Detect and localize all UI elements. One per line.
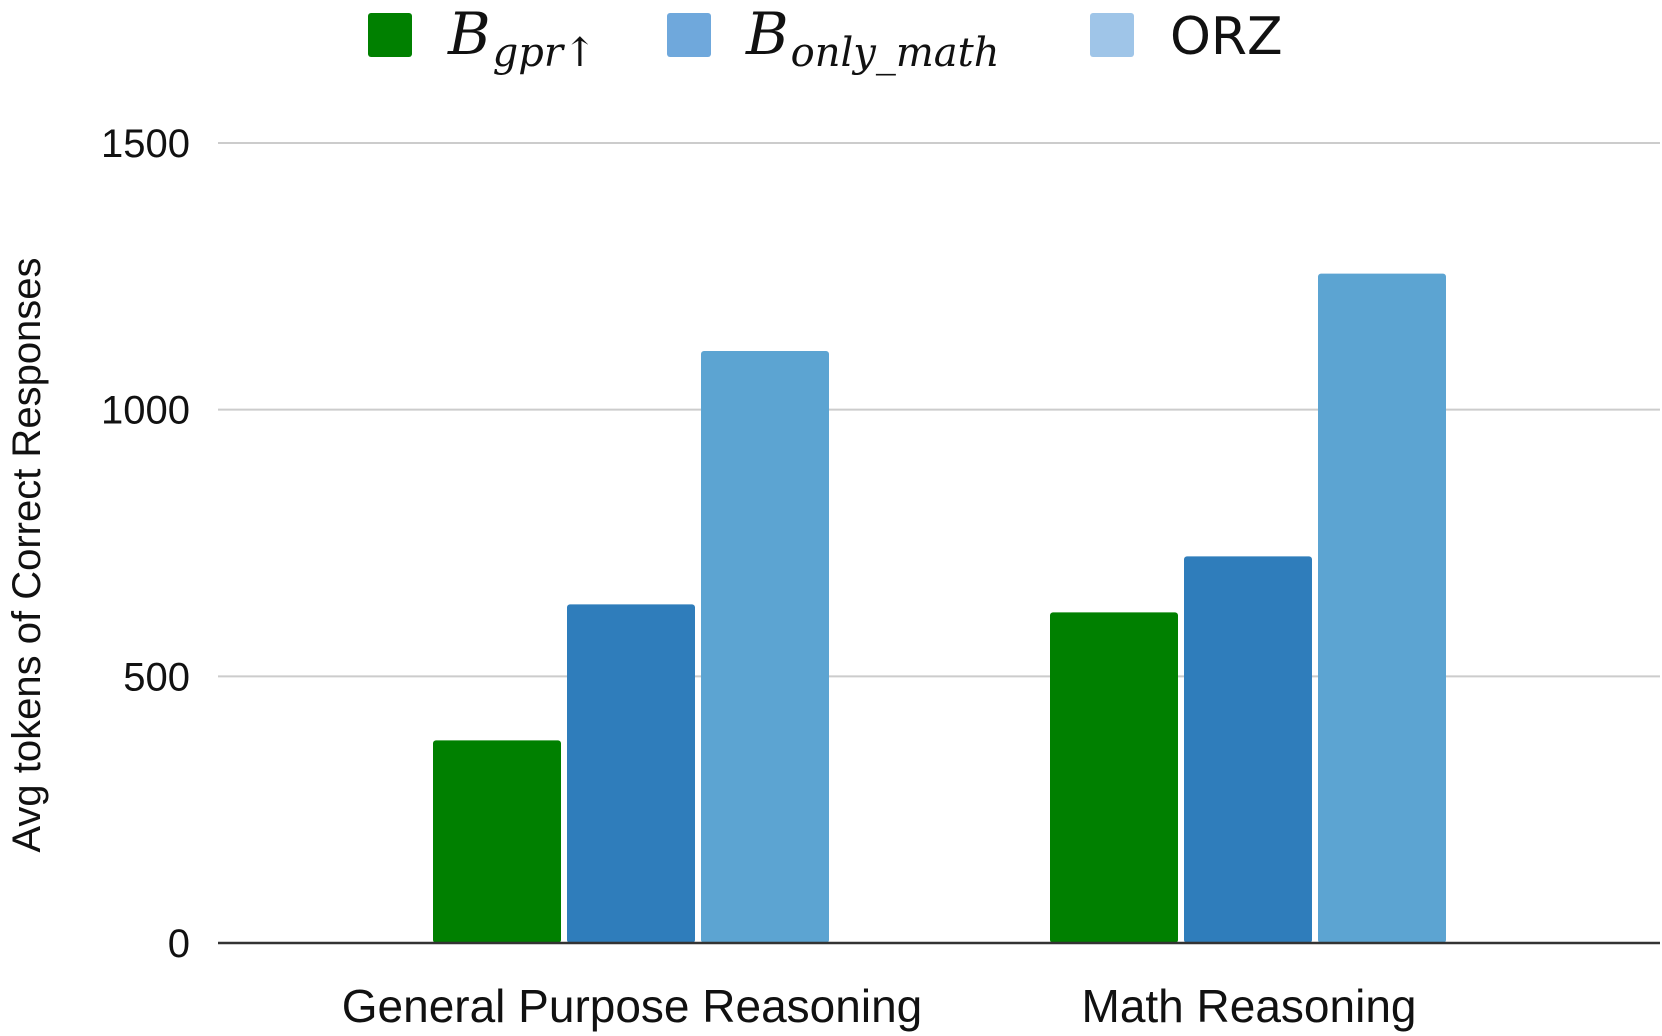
x-category-label: Math Reasoning: [1082, 980, 1417, 1032]
legend-label-subscript: only_math: [791, 30, 1000, 76]
bar: [1050, 612, 1178, 943]
legend-label: ORZ: [1170, 7, 1283, 67]
legend-label-base: B: [447, 0, 491, 68]
bar: [701, 351, 829, 943]
y-axis-ticks: 0 500 1000 1500: [101, 122, 190, 966]
bar: [1184, 556, 1312, 943]
y-tick-label: 0: [168, 922, 190, 966]
legend: Bgpr↑ Bonly_math ORZ: [368, 0, 1283, 76]
legend-label: Bgpr↑: [447, 0, 596, 76]
bar: [1318, 273, 1446, 944]
bars: [433, 273, 1446, 944]
x-axis-categories: General Purpose Reasoning Math Reasoning: [342, 980, 1417, 1032]
y-axis-label: Avg tokens of Correct Responses: [5, 257, 49, 852]
y-tick-label: 1000: [101, 389, 190, 433]
bar: [433, 740, 561, 943]
legend-label: Bonly_math: [745, 0, 999, 76]
legend-swatch: [1090, 13, 1134, 57]
y-tick-label: 1500: [101, 122, 190, 166]
bar: [567, 604, 695, 943]
x-category-label: General Purpose Reasoning: [342, 980, 922, 1032]
legend-swatch: [368, 13, 412, 57]
legend-label-subscript: gpr↑: [493, 30, 597, 76]
y-tick-label: 500: [123, 655, 190, 699]
legend-swatch: [667, 13, 711, 57]
legend-label-base: B: [745, 0, 789, 68]
